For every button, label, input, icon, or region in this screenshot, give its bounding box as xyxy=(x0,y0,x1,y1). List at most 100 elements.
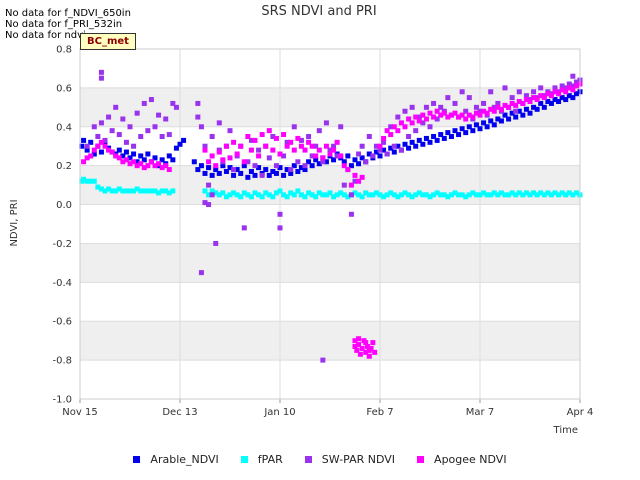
data-point xyxy=(477,126,483,132)
data-point xyxy=(523,106,529,112)
data-point xyxy=(352,172,358,178)
data-point xyxy=(506,116,512,122)
data-point xyxy=(488,192,494,198)
data-point xyxy=(516,99,522,104)
data-point xyxy=(523,93,529,99)
data-point xyxy=(252,190,258,196)
site-badge: BC_met xyxy=(80,33,136,50)
data-point xyxy=(198,163,204,169)
data-point xyxy=(477,112,483,118)
data-point xyxy=(359,345,365,351)
data-point xyxy=(506,192,512,198)
data-point xyxy=(216,192,222,198)
data-point xyxy=(156,161,162,167)
y-tick-label: -0.2 xyxy=(52,239,72,250)
data-point xyxy=(148,188,154,194)
data-point xyxy=(570,95,576,101)
data-point xyxy=(209,172,215,178)
data-point xyxy=(563,85,569,91)
data-point xyxy=(166,153,172,159)
legend-swatch-arable-ndvi xyxy=(133,456,141,463)
data-point xyxy=(406,134,412,139)
data-point xyxy=(241,190,247,196)
data-point xyxy=(263,190,269,196)
data-point xyxy=(116,147,122,153)
y-tick-label: 0.2 xyxy=(56,161,72,172)
data-point xyxy=(409,194,415,200)
data-point xyxy=(377,147,383,153)
data-point xyxy=(166,190,172,196)
grid-band xyxy=(80,321,580,361)
data-point xyxy=(527,192,533,198)
data-point xyxy=(277,188,283,194)
data-point xyxy=(406,192,412,198)
data-point xyxy=(370,340,376,346)
data-point xyxy=(288,190,294,196)
data-point xyxy=(331,143,337,149)
data-point xyxy=(116,186,122,192)
data-point xyxy=(345,167,351,173)
data-point xyxy=(231,139,237,145)
data-point xyxy=(338,153,344,159)
data-point xyxy=(331,157,337,163)
data-point xyxy=(541,192,547,198)
data-point xyxy=(488,118,494,124)
data-point xyxy=(116,155,122,161)
data-point xyxy=(98,139,104,145)
data-point xyxy=(256,153,262,159)
data-point xyxy=(281,192,287,198)
data-point xyxy=(106,186,112,192)
legend-item-apogee-ndvi: Apogee NDVI xyxy=(417,453,507,466)
data-point xyxy=(163,116,169,122)
data-point xyxy=(323,159,329,165)
data-point xyxy=(506,104,512,110)
data-point xyxy=(341,182,347,188)
data-point xyxy=(559,95,565,101)
data-point xyxy=(327,147,333,153)
data-point xyxy=(88,139,94,145)
data-point xyxy=(263,143,269,149)
data-point xyxy=(527,110,533,116)
data-point xyxy=(491,122,497,128)
data-point xyxy=(363,340,369,346)
data-point xyxy=(91,151,97,157)
data-point xyxy=(416,114,422,120)
data-point xyxy=(552,85,558,91)
data-point xyxy=(348,211,354,217)
data-point xyxy=(302,194,308,200)
data-point xyxy=(223,194,229,200)
legend-item-arable-ndvi: Arable_NDVI xyxy=(133,453,219,466)
data-point xyxy=(395,143,401,149)
x-tick-label: Dec 13 xyxy=(162,407,197,418)
data-point xyxy=(516,190,522,196)
data-point xyxy=(209,192,215,198)
data-point xyxy=(431,114,437,120)
data-point xyxy=(448,112,454,118)
data-point xyxy=(170,100,176,106)
data-point xyxy=(338,124,344,130)
series-sw-par-ndvi xyxy=(84,69,583,363)
data-point xyxy=(356,178,362,184)
data-point xyxy=(452,110,458,116)
data-point xyxy=(120,188,126,194)
data-point xyxy=(420,112,426,118)
data-point xyxy=(481,100,487,106)
data-point xyxy=(488,106,494,112)
legend-item-fpar: fPAR xyxy=(240,453,283,466)
data-point xyxy=(491,108,497,114)
data-point xyxy=(295,188,301,194)
data-point xyxy=(463,116,469,122)
data-point xyxy=(452,100,458,106)
data-point xyxy=(238,143,244,149)
data-point xyxy=(563,97,569,103)
data-point xyxy=(431,134,437,139)
data-point xyxy=(223,143,229,149)
data-point xyxy=(441,135,447,141)
data-point xyxy=(509,110,515,116)
data-point xyxy=(220,190,226,196)
data-point xyxy=(109,188,115,194)
data-point xyxy=(231,172,237,178)
data-point xyxy=(295,159,301,165)
data-point xyxy=(384,192,390,198)
data-point xyxy=(227,192,233,198)
